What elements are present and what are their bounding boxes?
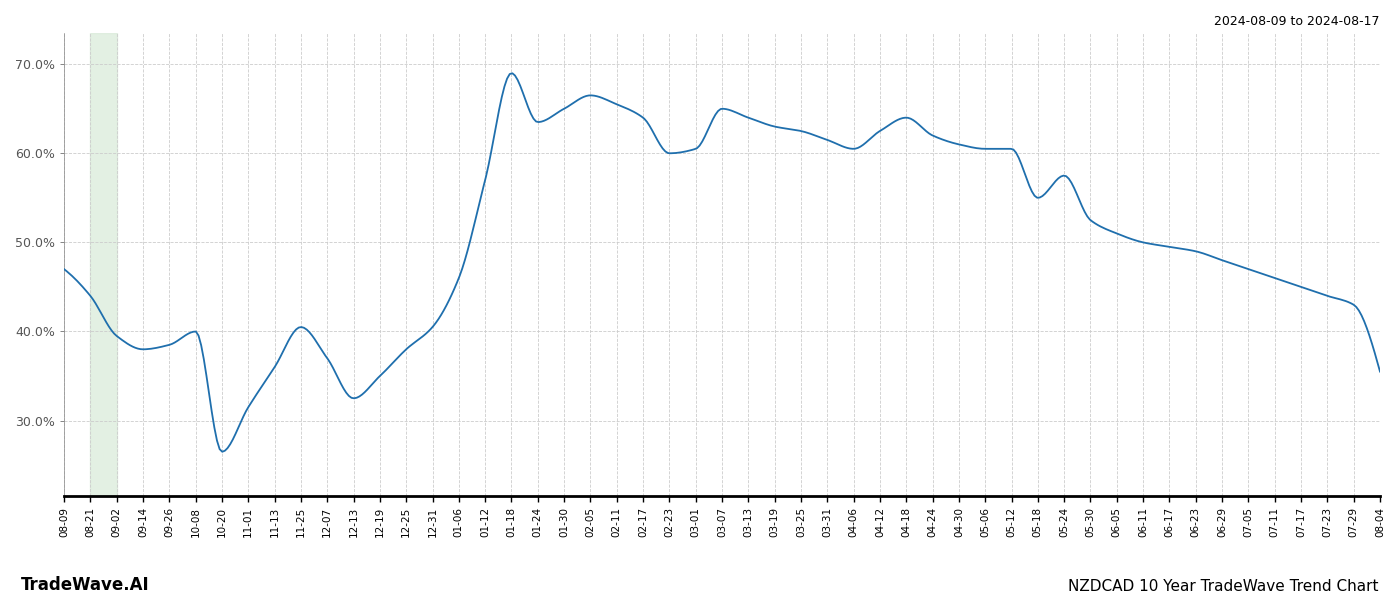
Bar (91, 33, 116, 496)
Text: NZDCAD 10 Year TradeWave Trend Chart: NZDCAD 10 Year TradeWave Trend Chart (1068, 579, 1379, 594)
Text: 2024-08-09 to 2024-08-17: 2024-08-09 to 2024-08-17 (1214, 15, 1379, 28)
Text: TradeWave.AI: TradeWave.AI (21, 576, 150, 594)
